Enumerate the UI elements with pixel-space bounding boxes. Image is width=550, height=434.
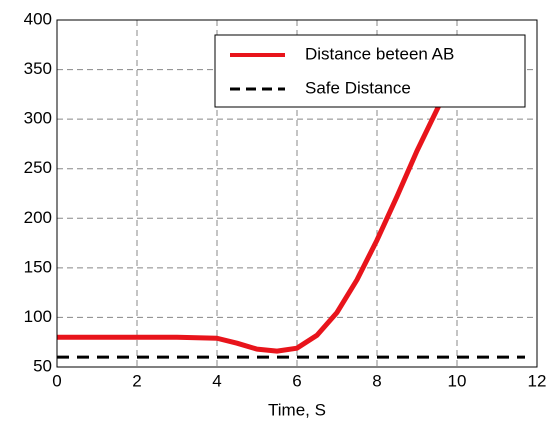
- y-tick-label: 200: [24, 208, 52, 227]
- x-tick-label: 10: [448, 371, 467, 390]
- x-tick-label: 0: [52, 371, 61, 390]
- x-tick-label: 2: [132, 371, 141, 390]
- y-tick-label: 50: [33, 356, 52, 375]
- data-line: [57, 100, 444, 354]
- y-tick-label: 400: [24, 9, 52, 28]
- y-tick-label: 300: [24, 109, 52, 128]
- x-tick-label: 6: [292, 371, 301, 390]
- x-tick-label: 12: [528, 371, 547, 390]
- plot-border: [56, 19, 538, 368]
- legend-label: Safe Distance: [305, 78, 411, 97]
- x-axis-label: Time, S: [268, 400, 326, 419]
- x-tick-label: 8: [372, 371, 381, 390]
- y-tick-label: 100: [24, 307, 52, 326]
- legend-box: [214, 34, 526, 108]
- y-tick-label: 150: [24, 257, 52, 276]
- y-tick-label: 350: [24, 59, 52, 78]
- legend-label: Distance beteen AB: [305, 44, 454, 63]
- x-tick-label: 4: [212, 371, 221, 390]
- y-tick-label: 250: [24, 158, 52, 177]
